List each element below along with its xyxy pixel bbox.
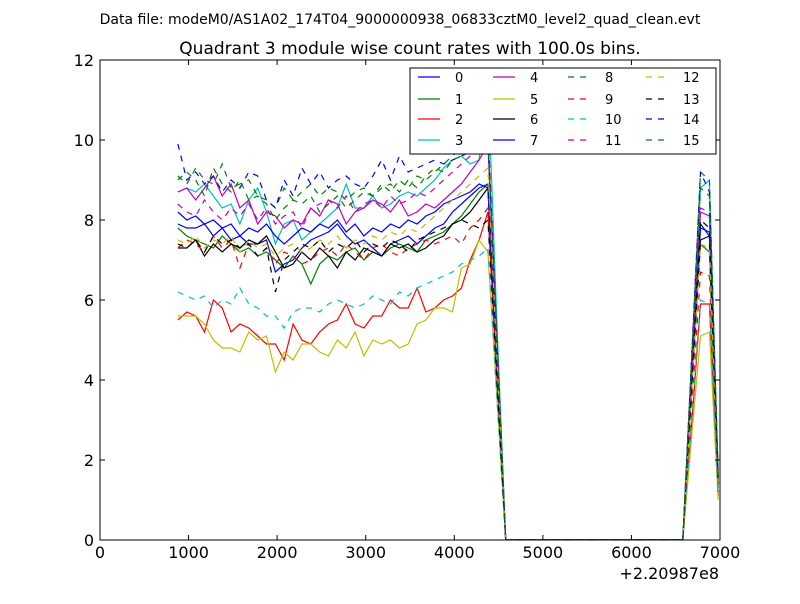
legend-label-12: 12 [683, 71, 700, 86]
legend-label-7: 7 [530, 134, 538, 149]
series-line-12 [177, 166, 719, 540]
x-tick-label-7000: 7000 [700, 543, 741, 562]
series-line-6 [177, 186, 719, 540]
series-line-8 [177, 122, 719, 540]
series-line-3 [177, 79, 719, 540]
legend-label-15: 15 [683, 134, 700, 149]
legend-label-9: 9 [605, 93, 613, 108]
y-tick-label-4: 4 [84, 371, 94, 390]
x-tick-label-6000: 6000 [611, 543, 652, 562]
legend-label-10: 10 [605, 113, 622, 128]
figure-suptitle: Data file: modeM0/AS1A02_174T04_90000009… [100, 12, 701, 28]
x-axis-offset-label: +2.20987e8 [619, 564, 719, 583]
x-tick-label-1000: 1000 [168, 543, 209, 562]
legend-label-2: 2 [455, 113, 463, 128]
series-line-7 [177, 183, 719, 540]
series-line-15 [177, 134, 719, 540]
y-tick-label-0: 0 [84, 531, 94, 550]
series-line-13 [177, 218, 719, 540]
legend-label-8: 8 [605, 71, 613, 86]
chart-title: Quadrant 3 module wise count rates with … [179, 39, 640, 59]
x-tick-label-5000: 5000 [522, 543, 563, 562]
series-line-0 [177, 183, 719, 540]
x-tick-label-4000: 4000 [434, 543, 475, 562]
series-line-5 [177, 238, 719, 540]
x-tick-label-0: 0 [95, 543, 105, 562]
legend-label-11: 11 [605, 134, 622, 149]
legend-label-4: 4 [530, 71, 538, 86]
legend-label-5: 5 [530, 93, 538, 108]
legend-frame [409, 67, 717, 155]
legend-label-3: 3 [455, 134, 463, 149]
y-tick-label-8: 8 [84, 211, 94, 230]
series-layer [177, 79, 719, 540]
x-tick-label-3000: 3000 [345, 543, 386, 562]
series-line-4 [177, 141, 719, 540]
series-line-9 [177, 206, 719, 540]
series-line-11 [177, 127, 719, 540]
y-tick-label-2: 2 [84, 451, 94, 470]
y-tick-label-12: 12 [74, 51, 94, 70]
y-tick-label-10: 10 [74, 131, 94, 150]
legend-label-1: 1 [455, 93, 463, 108]
legend-label-14: 14 [683, 113, 700, 128]
series-line-1 [177, 182, 719, 540]
legend-label-6: 6 [530, 113, 538, 128]
x-tick-label-2000: 2000 [257, 543, 298, 562]
legend-label-13: 13 [683, 93, 700, 108]
series-line-10 [177, 246, 719, 540]
y-tick-label-6: 6 [84, 291, 94, 310]
legend-label-0: 0 [455, 71, 463, 86]
